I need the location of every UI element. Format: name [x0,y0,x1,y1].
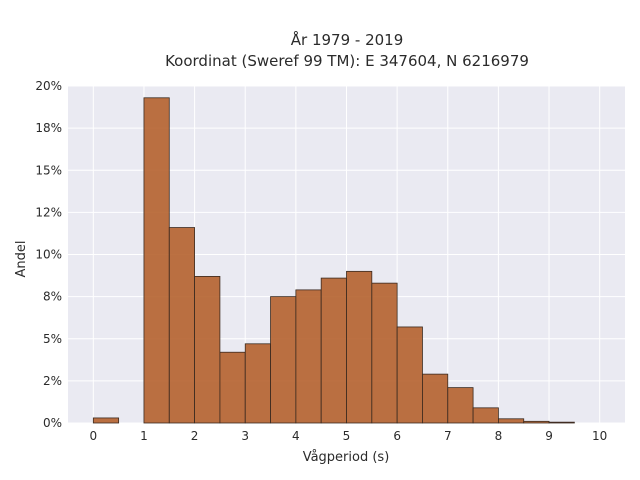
histogram-bar [194,276,221,424]
histogram-bar [422,373,449,424]
histogram-bar [396,326,423,424]
x-tick-label: 2 [191,429,199,443]
histogram-bar [548,421,575,424]
y-axis-ticks: 0% 2% 5% 8% 10% 12% 15% 18% 20% [35,79,62,430]
histogram-bar [143,97,170,424]
x-tick-label: 8 [495,429,503,443]
histogram-bar [295,289,322,424]
y-tick-label: 8% [43,290,62,304]
x-tick-label: 0 [89,429,97,443]
chart-title-line1: År 1979 - 2019 [291,30,404,49]
histogram-bar [498,418,525,424]
y-tick-label: 10% [35,248,62,262]
x-tick-label: 6 [393,429,401,443]
x-tick-label: 9 [545,429,553,443]
y-tick-label: 20% [35,79,62,93]
y-tick-label: 15% [35,163,62,177]
y-axis-label: Andel [14,241,29,278]
histogram-bar [523,420,550,424]
x-tick-label: 10 [592,429,607,443]
y-tick-label: 12% [35,205,62,219]
histogram-bar [168,227,195,424]
y-tick-label: 2% [43,374,62,388]
histogram-bar [447,387,474,424]
histogram-bar [244,343,271,424]
x-tick-label: 1 [140,429,148,443]
x-axis-label: Vågperiod (s) [303,450,390,465]
y-tick-label: 0% [43,416,62,430]
histogram-bar [472,407,499,424]
x-tick-label: 7 [444,429,452,443]
histogram-bar [371,282,398,424]
histogram-bar [346,270,373,424]
x-tick-label: 4 [292,429,300,443]
histogram-bar [92,417,120,424]
histogram-bar [270,296,297,424]
x-tick-label: 5 [343,429,351,443]
y-tick-label: 5% [43,332,62,346]
y-tick-label: 18% [35,121,62,135]
histogram-bar [219,351,246,424]
chart-title-line2: Koordinat (Sweref 99 TM): E 347604, N 62… [165,52,529,70]
histogram-bar [320,277,347,424]
histogram-bars [92,97,575,424]
x-axis-ticks: 0 1 2 3 4 5 6 7 8 9 10 [89,429,607,443]
x-tick-label: 3 [241,429,249,443]
